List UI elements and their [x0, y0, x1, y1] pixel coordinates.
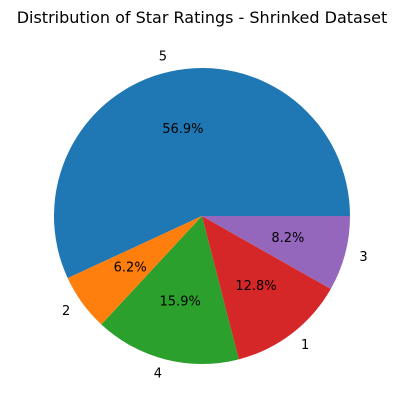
pct-label-5: 56.9% [162, 122, 203, 137]
slice-label-2: 2 [62, 304, 70, 319]
slice-label-4: 4 [154, 366, 162, 381]
pie-slice-4 [101, 216, 239, 364]
pie-slice-5 [53, 68, 351, 279]
chart-title: Distribution of Star Ratings - Shrinked … [17, 8, 388, 27]
pie-slice-1 [202, 216, 331, 360]
pie-slice-2 [67, 216, 202, 325]
pct-label-1: 12.8% [235, 279, 276, 294]
slice-label-5: 5 [159, 50, 167, 65]
pct-label-4: 15.9% [160, 295, 201, 310]
pie-slice-3 [202, 216, 350, 289]
labels-layer: 5 56.9% 2 6.2% 4 15.9% 1 12.8% 3 8.2% [62, 50, 368, 382]
pct-label-2: 6.2% [114, 261, 147, 276]
pct-label-3: 8.2% [271, 231, 304, 246]
slices-layer [53, 68, 351, 364]
slice-label-3: 3 [359, 250, 367, 265]
slice-label-1: 1 [301, 338, 309, 353]
